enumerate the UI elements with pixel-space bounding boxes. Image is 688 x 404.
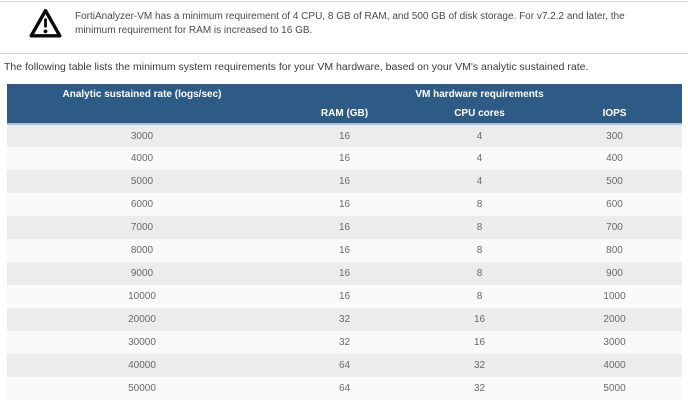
table-cell-ram: 16 [277,147,412,170]
table-cell-rate: 5000 [7,170,277,193]
table-row: 50000 64 32 5000 [7,377,683,400]
header-row-group: Analytic sustained rate (logs/sec) VM ha… [7,84,683,104]
table-cell-cpu: 8 [412,193,547,216]
table-cell-ram: 32 [277,308,412,331]
header-cell-empty [7,104,277,125]
table-cell-ram: 32 [277,331,412,354]
table-cell-rate: 7000 [7,216,277,239]
table-cell-ram: 64 [277,354,412,377]
table-row: 7000 16 8 700 [7,216,683,239]
table-cell-cpu: 8 [412,239,547,262]
requirements-table: Analytic sustained rate (logs/sec) VM ha… [7,84,683,400]
header-cell-cpu: CPU cores [412,104,547,125]
table-cell-ram: 16 [277,193,412,216]
table-cell-iops: 900 [547,262,683,285]
table-cell-cpu: 4 [412,124,547,147]
table-cell-cpu: 32 [412,354,547,377]
section-divider [0,53,688,54]
table-body: 3000 16 4 300 4000 16 4 400 5000 16 4 500 6000 16 8 600… [7,124,683,400]
table-row: 6000 16 8 600 [7,193,683,216]
table-row: 10000 16 8 1000 [7,285,683,308]
table-cell-ram: 64 [277,377,412,400]
intro-text: The following table lists the minimum sy… [4,61,589,73]
table-row: 30000 32 16 3000 [7,331,683,354]
header-row-sub: RAM (GB) CPU cores IOPS [7,104,683,125]
table-cell-cpu: 4 [412,147,547,170]
table-cell-cpu: 8 [412,262,547,285]
table-cell-iops: 300 [547,124,683,147]
table-cell-ram: 16 [277,239,412,262]
header-cell-rate: Analytic sustained rate (logs/sec) [7,84,277,104]
table-cell-rate: 20000 [7,308,277,331]
table-cell-iops: 800 [547,239,683,262]
table-cell-rate: 6000 [7,193,277,216]
table-row: 3000 16 4 300 [7,124,683,147]
table-cell-rate: 50000 [7,377,277,400]
table-cell-iops: 500 [547,170,683,193]
table-cell-cpu: 16 [412,308,547,331]
table-cell-iops: 2000 [547,308,683,331]
header-cell-iops: IOPS [547,104,683,125]
table-cell-rate: 8000 [7,239,277,262]
table-cell-ram: 16 [277,262,412,285]
warning-note: FortiAnalyzer-VM has a minimum requireme… [28,7,659,40]
table-cell-iops: 1000 [547,285,683,308]
table-row: 4000 16 4 400 [7,147,683,170]
top-divider [0,1,688,2]
table-cell-rate: 10000 [7,285,277,308]
table-cell-cpu: 32 [412,377,547,400]
table-cell-rate: 9000 [7,262,277,285]
table-cell-iops: 3000 [547,331,683,354]
table-row: 8000 16 8 800 [7,239,683,262]
table-cell-iops: 700 [547,216,683,239]
table-cell-rate: 40000 [7,354,277,377]
table-cell-cpu: 16 [412,331,547,354]
table-row: 5000 16 4 500 [7,170,683,193]
table-cell-iops: 600 [547,193,683,216]
table-cell-ram: 16 [277,170,412,193]
table-cell-cpu: 8 [412,216,547,239]
table-cell-ram: 16 [277,124,412,147]
warning-triangle-icon [28,7,63,40]
table-cell-cpu: 8 [412,285,547,308]
table-cell-ram: 16 [277,216,412,239]
header-cell-vm-hardware: VM hardware requirements [277,84,683,104]
table-cell-rate: 3000 [7,124,277,147]
table-row: 20000 32 16 2000 [7,308,683,331]
table-cell-iops: 4000 [547,354,683,377]
table-cell-rate: 4000 [7,147,277,170]
table-header: Analytic sustained rate (logs/sec) VM ha… [7,84,683,125]
table-cell-cpu: 4 [412,170,547,193]
table-row: 40000 64 32 4000 [7,354,683,377]
table-row: 9000 16 8 900 [7,262,683,285]
warning-text: FortiAnalyzer-VM has a minimum requireme… [75,11,625,36]
header-cell-ram: RAM (GB) [277,104,412,125]
table-cell-iops: 5000 [547,377,683,400]
table-cell-iops: 400 [547,147,683,170]
table-cell-rate: 30000 [7,331,277,354]
table-cell-ram: 16 [277,285,412,308]
